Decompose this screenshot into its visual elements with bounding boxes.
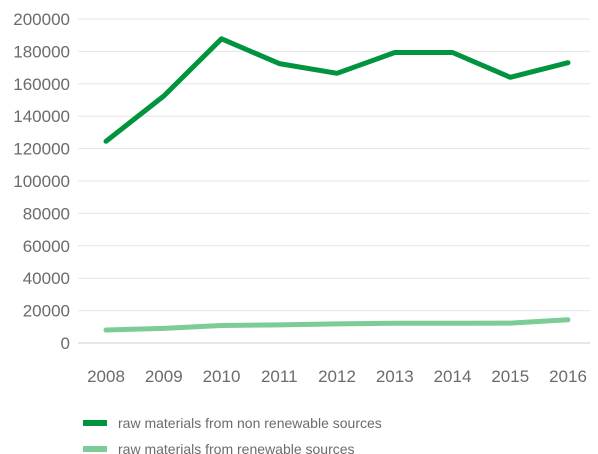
y-axis-tick-labels: 0 20000 40000 60000 80000 100000 120000 140000 1…	[13, 10, 70, 353]
gridlines	[78, 18, 590, 344]
legend-label: raw materials from renewable sources	[118, 441, 355, 454]
y-tick-label: 0	[61, 334, 70, 353]
y-tick-label: 200000	[13, 10, 70, 29]
x-axis-tick-labels: 2008 2009 2010 2011 2012 2013 2014 2015 2016	[87, 367, 587, 386]
x-tick-label: 2010	[203, 367, 241, 386]
series-line-2	[103, 317, 571, 333]
series-line-1	[103, 36, 571, 144]
y-tick-label: 160000	[13, 75, 70, 94]
legend: raw materials from non renewable sources…	[83, 415, 382, 454]
x-tick-label: 2015	[491, 367, 529, 386]
y-tick-label: 100000	[13, 172, 70, 191]
x-tick-label: 2008	[87, 367, 125, 386]
x-tick-label: 2016	[549, 367, 587, 386]
y-tick-label: 60000	[23, 237, 70, 256]
x-tick-label: 2014	[434, 367, 472, 386]
y-tick-label: 20000	[23, 302, 70, 321]
x-tick-label: 2011	[261, 367, 298, 386]
series-lines	[103, 36, 571, 333]
y-tick-label: 180000	[13, 42, 70, 61]
y-tick-label: 120000	[13, 140, 70, 159]
y-tick-label: 80000	[23, 204, 70, 223]
y-tick-label: 40000	[23, 269, 70, 288]
legend-label: raw materials from non renewable sources	[118, 415, 382, 431]
x-tick-label: 2012	[318, 367, 356, 386]
x-tick-label: 2013	[376, 367, 414, 386]
y-tick-label: 140000	[13, 107, 70, 126]
x-tick-label: 2009	[145, 367, 183, 386]
